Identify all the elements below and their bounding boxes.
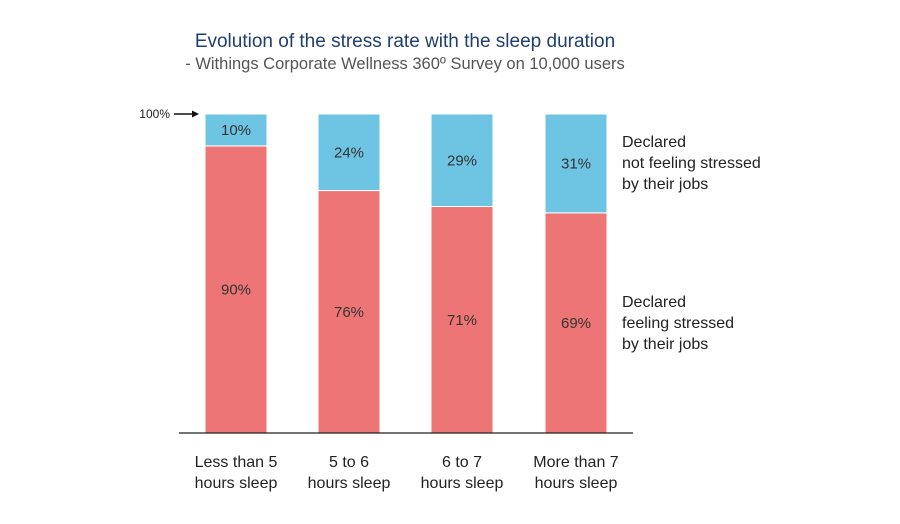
bar-segment-not-stressed-2: [317, 113, 381, 192]
value-label-not-stressed-2: 24%: [334, 144, 364, 161]
bar-segment-not-stressed-3: [430, 113, 494, 208]
value-label-not-stressed-4: 31%: [561, 155, 591, 172]
chart-subtitle: - Withings Corporate Wellness 360º Surve…: [185, 55, 625, 73]
category-label-4: More than 7 hours sleep: [533, 454, 618, 492]
legend-not-stressed: Declared not feeling stressed by their job…: [622, 134, 761, 193]
bar-segment-not-stressed-1: [204, 113, 268, 147]
category-label-3: 6 to 7 hours sleep: [421, 454, 504, 492]
category-labels-group: Less than 5 hours sleep 5 to 6 hours sleep 6…: [195, 454, 619, 492]
bar-segment-stressed-4: [544, 212, 608, 434]
reference-marker: 100%: [139, 107, 199, 121]
bars-group: [204, 113, 608, 434]
value-label-stressed-2: 76%: [334, 304, 364, 321]
value-label-stressed-4: 69%: [561, 315, 591, 332]
value-labels-group: 90% 10% 76% 24% 71% 29% 69% 31%: [221, 122, 591, 332]
bar-segment-stressed-3: [430, 206, 494, 434]
legend-stressed: Declared feeling stressed by their jobs: [622, 294, 734, 353]
category-label-2: 5 to 6 hours sleep: [308, 454, 391, 492]
value-label-not-stressed-1: 10%: [221, 122, 251, 139]
bar-segment-not-stressed-4: [544, 113, 608, 214]
reference-arrow-head: [192, 110, 199, 118]
value-label-stressed-3: 71%: [447, 312, 477, 329]
reference-label: 100%: [139, 107, 170, 121]
legend: Declared feeling stressed by their jobs Dec…: [622, 134, 761, 353]
category-label-1: Less than 5 hours sleep: [195, 454, 278, 492]
value-label-not-stressed-3: 29%: [447, 152, 477, 169]
value-label-stressed-1: 90%: [221, 281, 251, 298]
chart-title: Evolution of the stress rate with the sl…: [195, 31, 615, 52]
